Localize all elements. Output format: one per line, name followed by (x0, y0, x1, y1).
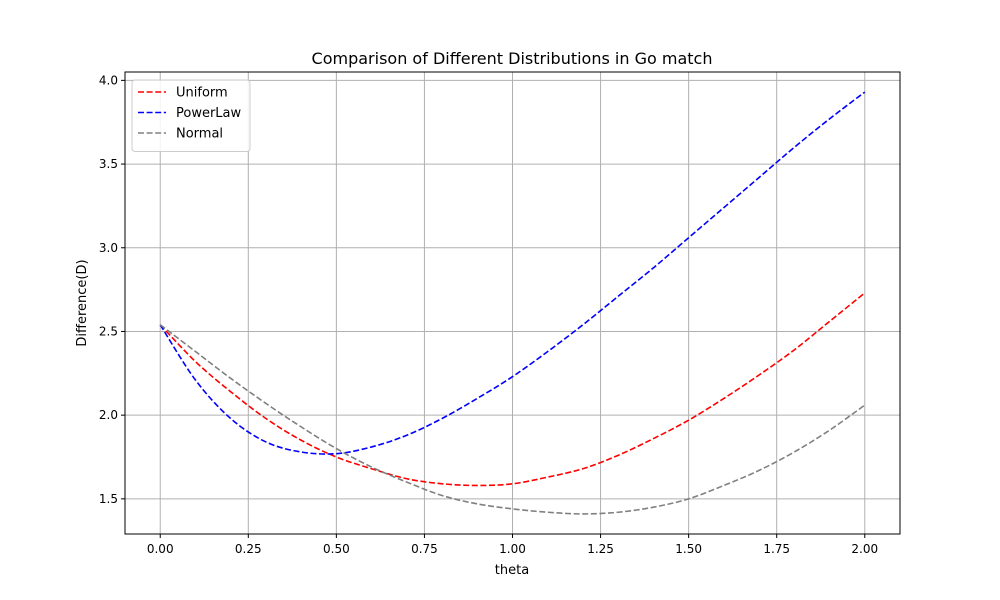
legend-label: Normal (176, 127, 223, 142)
legend: Uniform PowerLaw Normal (131, 79, 251, 152)
legend-box (131, 79, 251, 152)
x-tick-label: 0.25 (235, 542, 262, 556)
series-lines (159, 91, 866, 515)
x-tick-label: 2.00 (851, 542, 878, 556)
x-tick-label: 1.75 (763, 542, 790, 556)
y-tick-label: 3.0 (99, 241, 118, 255)
series-line-powerlaw (159, 91, 866, 455)
chart-title: Comparison of Different Distributions in… (312, 49, 713, 68)
grid (125, 72, 900, 534)
series-line-normal (159, 324, 866, 515)
legend-label: PowerLaw (176, 106, 242, 121)
x-tick-label: 1.25 (587, 542, 614, 556)
x-tick-label: 0.00 (147, 542, 174, 556)
y-tick-label: 2.0 (99, 408, 118, 422)
x-tick-label: 0.50 (323, 542, 350, 556)
y-tick-label: 2.5 (99, 324, 118, 338)
legend-label: Uniform (176, 86, 228, 101)
y-tick-label: 4.0 (99, 73, 118, 87)
x-tick-label: 1.50 (675, 542, 702, 556)
y-tick-label: 1.5 (99, 492, 118, 506)
x-axis-label: theta (495, 563, 529, 578)
y-axis-ticks: 1.5 2.0 2.5 3.0 3.5 4.0 (99, 73, 125, 506)
x-axis-ticks: 0.00 0.25 0.50 0.75 1.00 1.25 1.50 1.75 2.00 (147, 534, 878, 556)
x-tick-label: 0.75 (411, 542, 438, 556)
y-axis-label: Difference(D) (75, 259, 90, 346)
x-tick-label: 1.00 (499, 542, 526, 556)
y-tick-label: 3.5 (99, 157, 118, 171)
